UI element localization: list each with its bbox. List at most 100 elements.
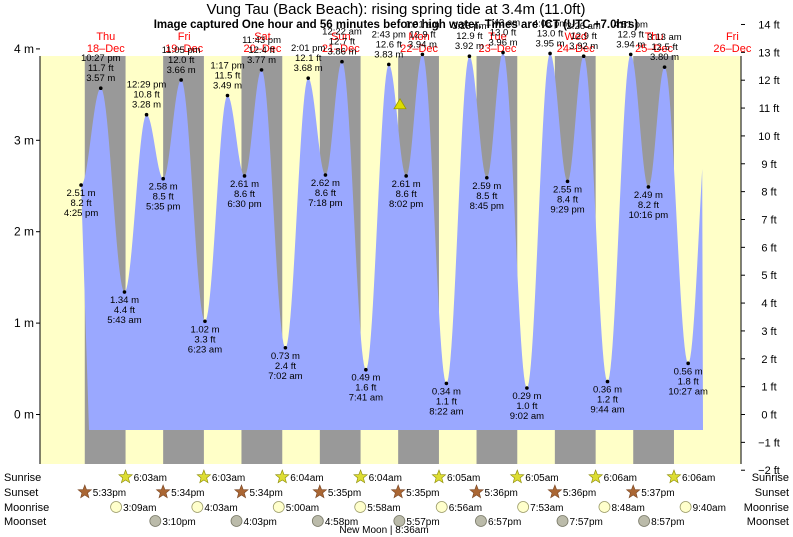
- moonrise-time: 4:03am: [204, 503, 237, 514]
- day-date: 24–Dec: [557, 43, 595, 55]
- y-tick-label-ft: 8 ft: [761, 187, 776, 199]
- sunset-icon: [469, 484, 485, 499]
- tide-label-m: 0.29 m: [512, 391, 541, 402]
- tide-label-ft: 12.9 ft: [456, 31, 483, 42]
- tide-label-time: 12:22 am: [322, 27, 362, 38]
- day-name: Mon: [408, 31, 429, 43]
- row-label-left: Moonrise: [4, 502, 49, 514]
- tide-label-m: 2.61 m: [230, 179, 259, 190]
- tide-label-time: 2:26 am: [567, 21, 601, 32]
- moonrise-icon: [435, 501, 448, 513]
- y-tick-label-ft: −1 ft: [758, 437, 780, 449]
- tide-point: [179, 78, 183, 82]
- sunset-icon: [77, 484, 93, 499]
- tide-label-time: 1:01 am: [405, 19, 439, 30]
- sunrise-icon: [431, 469, 447, 484]
- sunrise-time: 6:05am: [525, 473, 558, 484]
- tide-label-time: 10:27 am: [668, 386, 708, 397]
- sunset-icon: [390, 484, 406, 499]
- moonset-time: 6:57pm: [488, 517, 521, 528]
- moonrise-time: 5:58am: [367, 503, 400, 514]
- tide-point: [225, 93, 230, 98]
- day-name: Fri: [726, 31, 739, 43]
- tide-label-m: 3.94 m: [408, 39, 437, 50]
- tide-label-ft: 8.6 ft: [396, 189, 417, 200]
- tide-label-ft: 12.1 ft: [295, 53, 322, 64]
- tide-label-m: 1.34 m: [110, 295, 139, 306]
- tide-label-ft: 12.4 ft: [248, 45, 275, 56]
- tide-label-time: 2:43 pm: [372, 29, 406, 40]
- tide-label-ft: 1.6 ft: [355, 383, 376, 394]
- moonset-icon: [393, 515, 406, 527]
- tide-label-m: 0.56 m: [674, 366, 703, 377]
- moonrise-icon: [272, 501, 285, 513]
- tide-label-time: 3:25 pm: [452, 21, 486, 32]
- tide-label-time: 3:13 am: [647, 32, 681, 43]
- tide-label-time: 2:01 pm: [291, 43, 325, 54]
- sunset-time: 5:34pm: [249, 488, 282, 499]
- moonset-icon: [311, 515, 324, 527]
- tide-label-m: 3.28 m: [132, 100, 161, 111]
- tide-label-time: 11:05 pm: [162, 45, 201, 56]
- tide-label-ft: 8.5 ft: [153, 192, 174, 203]
- y-tick-label-ft: 13 ft: [758, 47, 779, 59]
- sunrise-time: 6:04am: [290, 473, 323, 484]
- tide-point: [340, 59, 344, 64]
- moonrise-time: 5:00am: [286, 503, 319, 514]
- day-date: 19–Dec: [165, 43, 203, 55]
- tide-point: [565, 179, 570, 184]
- tide-label-ft: 12.9 ft: [618, 29, 645, 40]
- day-date: 26–Dec: [713, 43, 751, 55]
- sunrise-icon: [509, 469, 525, 484]
- y-tick-label-ft: 4 ft: [761, 298, 776, 310]
- tide-label-ft: 12.9 ft: [409, 29, 436, 40]
- tide-label-m: 3.92 m: [569, 41, 598, 52]
- tide-point: [98, 86, 103, 91]
- day-name: Thu: [645, 31, 664, 43]
- day-name: Sun: [331, 31, 351, 43]
- tide-label-ft: 8.6 ft: [234, 189, 255, 200]
- y-tick-label-ft: 11 ft: [759, 103, 780, 115]
- tide-label-time: 4:25 pm: [64, 208, 98, 219]
- tide-point: [444, 381, 449, 386]
- sunrise-time: 6:03am: [212, 473, 245, 484]
- tide-point: [628, 52, 633, 57]
- tide-label-ft: 11.5 ft: [215, 71, 241, 82]
- tide-label-m: 0.34 m: [432, 386, 461, 397]
- tide-point: [364, 367, 368, 372]
- tide-point: [323, 173, 328, 177]
- tide-label-ft: 12.7 ft: [329, 37, 356, 48]
- sunrise-time: 6:06am: [604, 473, 637, 484]
- y-tick-label-ft: 0 ft: [761, 410, 776, 422]
- row-label-right: Moonrise: [744, 502, 789, 514]
- tide-label-m: 3.83 m: [374, 49, 403, 60]
- moonrise-time: 3:09am: [123, 503, 156, 514]
- tide-label-time: 6:30 pm: [227, 199, 261, 210]
- tide-label-m: 2.49 m: [634, 190, 663, 201]
- sunset-time: 5:36pm: [563, 488, 596, 499]
- tide-label-m: 3.66 m: [167, 65, 196, 76]
- sunrise-icon: [118, 469, 134, 484]
- tide-label-time: 4:51 pm: [614, 19, 648, 30]
- tide-point: [161, 176, 166, 181]
- day-date: 20–Dec: [243, 43, 281, 55]
- tide-point: [122, 290, 127, 294]
- tide-label-time: 12:29 pm: [127, 80, 167, 91]
- moonrise-icon: [679, 501, 692, 513]
- tide-label-m: 3.49 m: [213, 81, 242, 92]
- moon-phase-text: New Moon | 8:36am: [339, 525, 428, 536]
- tide-label-m: 0.49 m: [351, 373, 380, 384]
- tide-label-m: 2.59 m: [472, 181, 501, 192]
- sunrise-time: 6:03am: [134, 473, 167, 484]
- tide-label-time: 9:44 am: [590, 405, 624, 416]
- sunrise-time: 6:04am: [369, 473, 402, 484]
- tide-point: [662, 65, 667, 69]
- y-tick-label-ft: 5 ft: [761, 270, 776, 282]
- tide-point: [306, 76, 311, 80]
- tide-point: [581, 54, 586, 59]
- current-level-marker: [393, 97, 407, 110]
- tide-point: [283, 345, 288, 350]
- moonset-icon: [556, 515, 569, 527]
- sunset-icon: [155, 484, 171, 499]
- sunrise-time: 6:06am: [682, 473, 715, 484]
